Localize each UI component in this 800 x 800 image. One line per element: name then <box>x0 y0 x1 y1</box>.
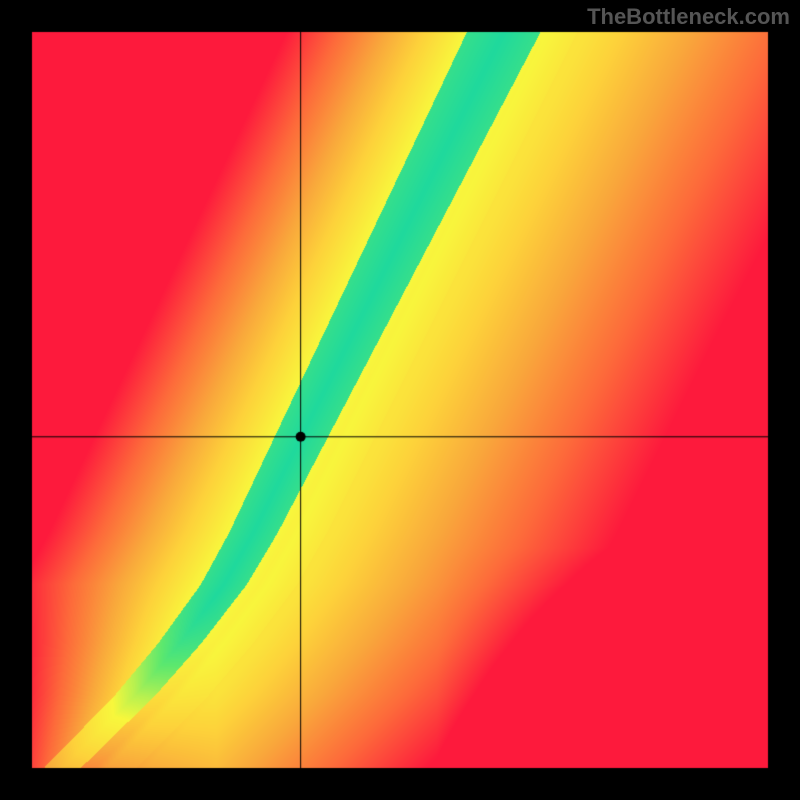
chart-container: TheBottleneck.com <box>0 0 800 800</box>
watermark: TheBottleneck.com <box>587 4 790 30</box>
heatmap-canvas <box>0 0 800 800</box>
